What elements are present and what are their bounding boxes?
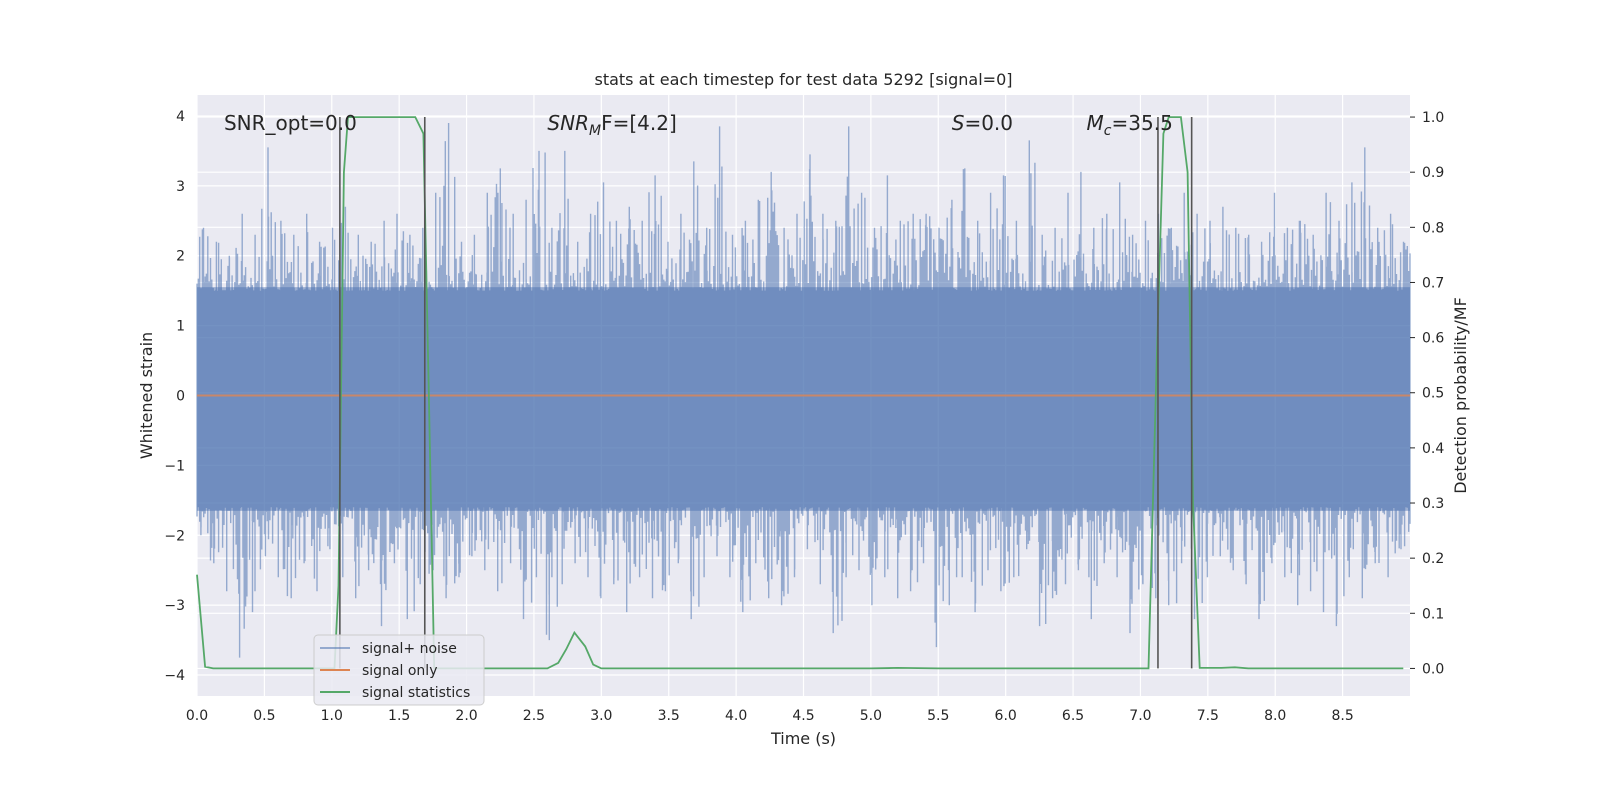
- vertical-markers: [339, 117, 1193, 669]
- x-tick-label: 2.5: [523, 708, 545, 724]
- y-tick-label: −3: [164, 598, 185, 614]
- annotation-part: =0.0: [964, 111, 1013, 135]
- x-tick-label: 8.5: [1331, 708, 1353, 724]
- annotation-part: c: [1104, 123, 1112, 139]
- x-tick-label: 5.5: [927, 708, 949, 724]
- x-tick-label: 6.0: [995, 708, 1017, 724]
- y-axis-label: Whitened strain: [137, 332, 156, 459]
- series-signal-noise: [196, 123, 1411, 658]
- annotation-part: SNR: [547, 111, 589, 135]
- series-line-signal-statistics: [196, 116, 1404, 670]
- legend-entry: signal+ noise: [362, 641, 457, 657]
- x-tick-label: 0.0: [186, 708, 208, 724]
- annotation-part: S: [952, 111, 965, 135]
- y-tick-label: 4: [176, 109, 185, 125]
- annotation-text: S=0.0: [952, 111, 1013, 135]
- annotation-part: M: [1087, 111, 1104, 135]
- legend-entry: signal only: [362, 663, 437, 679]
- series-lines: [196, 116, 1410, 670]
- y-right-tick-label: 0.9: [1422, 165, 1444, 181]
- y-right-tick-label: 0.2: [1422, 551, 1444, 567]
- annotation-part: SNR_opt=0.0: [224, 111, 357, 135]
- annotation-part: M: [589, 123, 601, 139]
- legend-entry: signal statistics: [362, 685, 470, 701]
- y-right-tick-label: 0.1: [1422, 606, 1444, 622]
- x-tick-label: 3.5: [658, 708, 680, 724]
- y-tick-label: −2: [164, 528, 185, 544]
- x-tick-label: 3.0: [590, 708, 612, 724]
- x-tick-label: 1.0: [321, 708, 343, 724]
- annotations: SNR_opt=0.0 SNRMF=[4.2] S=0.0 Mc=35.5: [224, 111, 1173, 139]
- y-tick-label: 3: [176, 179, 185, 195]
- y-tick-label: −1: [164, 458, 185, 474]
- y-tick-label: −4: [164, 668, 185, 684]
- y-right-tick-label: 0.7: [1422, 275, 1444, 291]
- y-right-tick-label: 1.0: [1422, 110, 1444, 126]
- x-tick-label: 1.5: [388, 708, 410, 724]
- y-right-tick-label: 0.0: [1422, 661, 1444, 677]
- legend-box: [313, 634, 485, 706]
- x-tick-label: 7.0: [1129, 708, 1151, 724]
- x-tick-label: 4.5: [792, 708, 814, 724]
- annotation-text: SNRMF=[4.2]: [547, 111, 676, 139]
- x-tick-label: 4.0: [725, 708, 747, 724]
- x-tick-label: 7.5: [1197, 708, 1219, 724]
- annotation-text: Mc=35.5: [1087, 111, 1173, 139]
- y-right-tick-label: 0.4: [1422, 441, 1444, 457]
- tick-labels: 0.0 0.5 1.0 1.5 2.0 2.5 3.0 3.5 4.0 4.5 5.0 5.5 6.0 6…: [164, 109, 1444, 724]
- y-right-tick-label: 0.3: [1422, 496, 1444, 512]
- legend: signal+ noise signal only signal statistic…: [313, 634, 485, 706]
- y-tick-label: 1: [176, 319, 185, 335]
- y-right-tick-label: 0.5: [1422, 386, 1444, 402]
- x-axis-label: Time (s): [770, 729, 836, 748]
- chart-title: stats at each timestep for test data 529…: [594, 70, 1012, 89]
- x-tick-label: 0.5: [253, 708, 275, 724]
- y-tick-label: 2: [176, 249, 185, 265]
- annotation-part: =35.5: [1112, 111, 1173, 135]
- annotation-part: F=[4.2]: [601, 111, 677, 135]
- x-tick-label: 8.0: [1264, 708, 1286, 724]
- x-tick-label: 5.0: [860, 708, 882, 724]
- x-tick-label: 2.0: [455, 708, 477, 724]
- y-tick-label: 0: [176, 389, 185, 405]
- y-right-tick-label: 0.6: [1422, 331, 1444, 347]
- x-tick-label: 6.5: [1062, 708, 1084, 724]
- annotation-text: SNR_opt=0.0: [224, 111, 357, 135]
- y-right-tick-label: 0.8: [1422, 220, 1444, 236]
- y-axis-right-label: Detection probability/MF: [1451, 297, 1470, 494]
